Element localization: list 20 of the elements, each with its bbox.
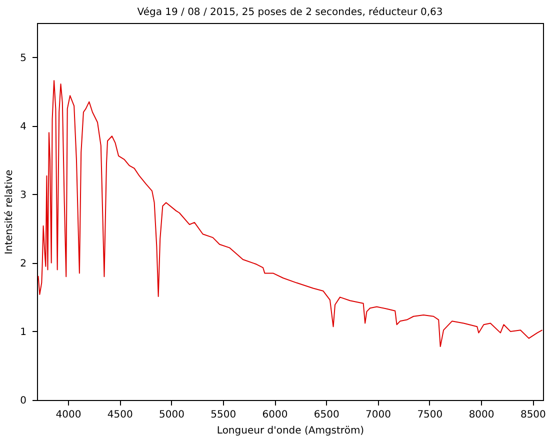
y-tick-label: 5 (20, 52, 26, 64)
y-tick-label: 3 (20, 190, 26, 201)
y-tick-label: 0 (20, 396, 26, 406)
x-tick-label: 8000 (468, 410, 494, 420)
y-tick-label: 2 (20, 258, 26, 270)
x-tick-label: 4500 (107, 410, 133, 420)
x-tick-label: 4000 (56, 410, 82, 420)
y-tick-label: 1 (20, 326, 26, 338)
x-tick-label: 7500 (417, 410, 443, 420)
x-tick-label: 8500 (520, 410, 546, 420)
x-axis-title: Longueur d'onde (Amgström) (216, 426, 364, 436)
y-tick-label: 4 (20, 121, 26, 132)
x-tick-label: 6500 (314, 410, 340, 420)
x-tick-label: 5500 (210, 410, 236, 420)
x-tick-label: 6000 (262, 410, 288, 420)
x-tick-label: 7000 (366, 410, 391, 420)
y-axis-title: Intensité relative (4, 170, 16, 254)
line-series (38, 80, 543, 348)
chart-title: Véga 19 / 08 / 2015, 25 poses de 2 secondes, réducteur 0,63 (137, 7, 443, 18)
x-tick-label: 5000 (159, 410, 184, 420)
